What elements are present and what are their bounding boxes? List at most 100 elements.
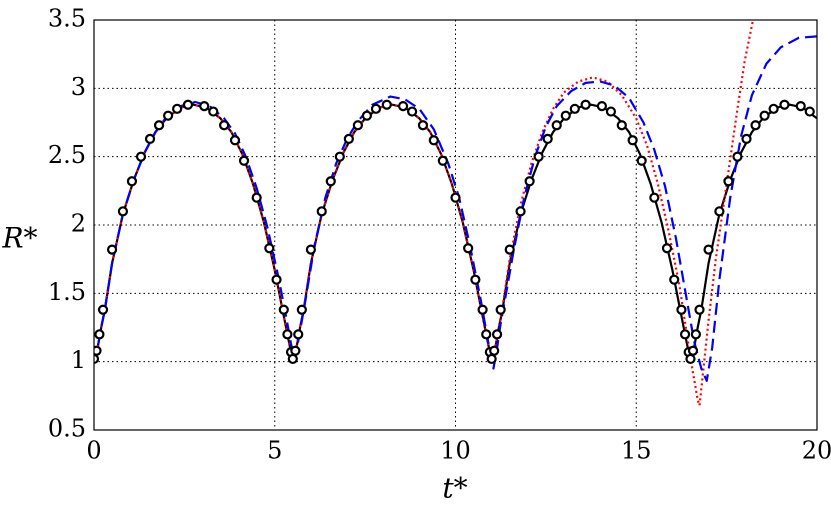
marker bbox=[463, 243, 474, 254]
marker bbox=[290, 345, 301, 356]
marker bbox=[489, 345, 500, 356]
marker bbox=[533, 151, 544, 162]
x-tick-label: 5 bbox=[267, 437, 282, 465]
marker bbox=[495, 304, 506, 315]
marker bbox=[703, 244, 714, 255]
marker bbox=[117, 206, 129, 217]
marker bbox=[334, 151, 345, 162]
marker bbox=[661, 243, 673, 254]
series-line bbox=[94, 103, 817, 363]
series-line bbox=[94, 35, 817, 382]
marker bbox=[750, 120, 761, 131]
marker bbox=[282, 329, 293, 340]
marker bbox=[172, 103, 183, 114]
marker bbox=[305, 244, 316, 255]
marker bbox=[676, 304, 687, 315]
marker bbox=[106, 244, 118, 255]
marker bbox=[293, 329, 304, 340]
marker bbox=[437, 155, 448, 166]
marker bbox=[163, 110, 174, 121]
marker bbox=[316, 206, 327, 217]
marker bbox=[687, 345, 699, 356]
marker bbox=[636, 155, 647, 166]
plot-area bbox=[94, 20, 817, 407]
marker bbox=[370, 103, 382, 114]
marker bbox=[515, 206, 526, 217]
marker bbox=[208, 106, 219, 117]
marker bbox=[580, 99, 591, 110]
marker bbox=[450, 192, 461, 203]
marker bbox=[94, 345, 102, 356]
marker bbox=[135, 151, 147, 162]
marker bbox=[551, 120, 562, 131]
marker bbox=[690, 329, 701, 340]
marker bbox=[381, 99, 392, 110]
marker bbox=[504, 244, 515, 255]
series-line bbox=[94, 20, 755, 407]
marker bbox=[264, 243, 275, 254]
marker bbox=[649, 192, 660, 203]
marker bbox=[229, 135, 241, 146]
marker bbox=[481, 329, 492, 340]
marker bbox=[477, 304, 488, 315]
marker bbox=[759, 110, 770, 121]
marker bbox=[417, 120, 429, 131]
marker bbox=[251, 192, 262, 203]
marker bbox=[669, 274, 680, 285]
marker bbox=[296, 304, 307, 315]
marker bbox=[616, 120, 627, 131]
y-tick-label: 0.5 bbox=[48, 415, 86, 443]
marker bbox=[679, 329, 691, 340]
y-tick-label: 2 bbox=[71, 210, 86, 238]
marker bbox=[271, 274, 282, 285]
marker bbox=[560, 110, 571, 121]
marker bbox=[569, 103, 580, 114]
marker bbox=[126, 176, 138, 187]
marker bbox=[343, 133, 354, 144]
marker bbox=[486, 353, 497, 365]
y-axis-label: R* bbox=[1, 222, 37, 255]
marker bbox=[153, 120, 165, 131]
y-tick-label: 2.5 bbox=[48, 141, 86, 169]
marker bbox=[470, 274, 481, 285]
marker bbox=[352, 120, 363, 131]
x-tick-label: 20 bbox=[802, 437, 831, 465]
marker bbox=[804, 106, 815, 117]
y-tick-label: 1 bbox=[71, 346, 86, 374]
marker bbox=[144, 133, 156, 144]
y-tick-label: 3 bbox=[71, 73, 86, 101]
marker bbox=[779, 99, 790, 110]
x-tick-label: 0 bbox=[86, 437, 101, 465]
marker bbox=[287, 353, 298, 365]
marker bbox=[768, 103, 779, 114]
marker bbox=[361, 110, 373, 121]
marker bbox=[694, 304, 705, 315]
marker bbox=[199, 100, 210, 112]
marker bbox=[741, 133, 752, 144]
marker bbox=[685, 353, 696, 365]
plot-frame bbox=[93, 19, 818, 431]
marker bbox=[278, 304, 289, 315]
marker bbox=[605, 106, 617, 117]
marker bbox=[524, 176, 535, 187]
x-tick-label: 10 bbox=[440, 437, 471, 465]
y-tick-label: 1.5 bbox=[48, 278, 86, 306]
x-axis-label: t* bbox=[442, 472, 467, 505]
marker bbox=[627, 135, 638, 146]
marker bbox=[428, 135, 439, 146]
marker bbox=[219, 120, 230, 131]
y-tick-label: 3.5 bbox=[48, 5, 86, 33]
marker bbox=[596, 100, 608, 112]
marker bbox=[97, 304, 109, 315]
x-tick-label: 15 bbox=[621, 437, 652, 465]
marker bbox=[795, 100, 806, 112]
marker bbox=[491, 329, 503, 340]
marker bbox=[94, 353, 100, 365]
marker bbox=[714, 206, 725, 217]
marker bbox=[732, 151, 743, 162]
marker bbox=[238, 155, 250, 166]
marker bbox=[94, 329, 105, 340]
marker bbox=[407, 106, 418, 117]
